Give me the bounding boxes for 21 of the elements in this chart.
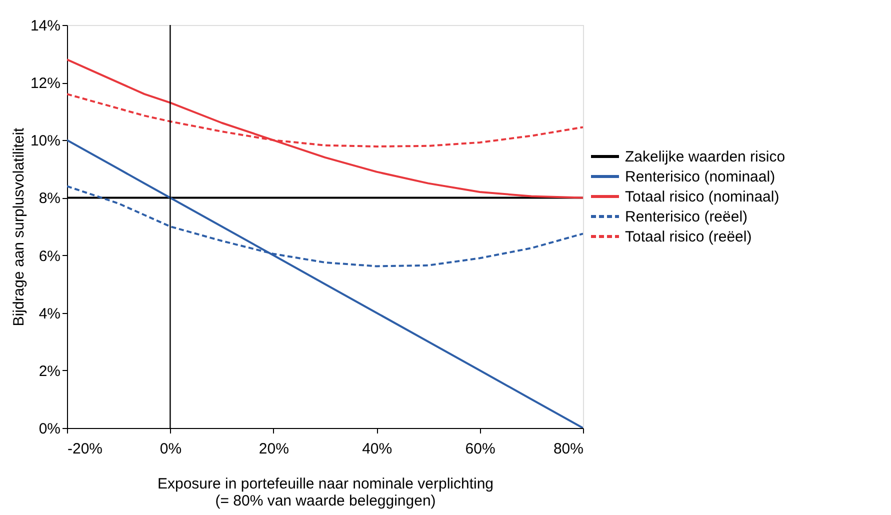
x-tick-label: 60% <box>465 440 496 458</box>
y-tick-label: 10% <box>30 132 60 150</box>
x-tick-label: 20% <box>258 440 289 458</box>
legend-label: Totaal risico (reëel) <box>625 228 752 246</box>
y-tick-label: 4% <box>38 305 60 322</box>
y-tick-label: 14% <box>30 18 60 34</box>
x-tick-label: 0% <box>160 440 182 458</box>
legend-label: Totaal risico (nominaal) <box>625 188 780 206</box>
x-axis-title: Exposure in portefeuille naar nominale verplichting (= 80% van waarde beleggingen) <box>157 476 494 510</box>
x-tick-label: 80% <box>553 440 584 458</box>
y-axis-title: Bijdrage aan surplusvolatiliteit <box>10 126 28 326</box>
y-tick-label: 12% <box>30 75 60 92</box>
y-tick-label: 0% <box>38 420 60 438</box>
legend-label: Renterisico (reëel) <box>625 208 748 226</box>
x-tick-label: 40% <box>362 440 392 458</box>
y-tick-label: 2% <box>38 362 60 380</box>
x-tick-label: -20% <box>68 440 103 458</box>
legend-label: Zakelijke waarden risico <box>625 148 786 166</box>
y-tick-label: 8% <box>38 190 60 208</box>
legend-label: Renterisico (nominaal) <box>625 168 776 186</box>
y-tick-label: 6% <box>38 248 60 265</box>
